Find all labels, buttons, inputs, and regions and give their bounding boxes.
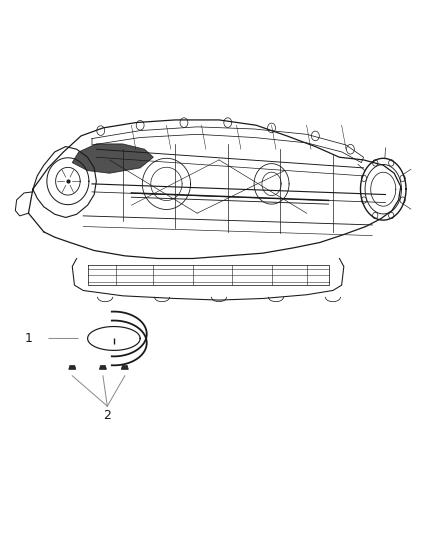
Text: 1: 1 [25,332,32,345]
Polygon shape [69,366,76,369]
Polygon shape [72,144,153,173]
Polygon shape [99,366,106,369]
Polygon shape [121,366,128,369]
Text: 2: 2 [103,409,111,422]
